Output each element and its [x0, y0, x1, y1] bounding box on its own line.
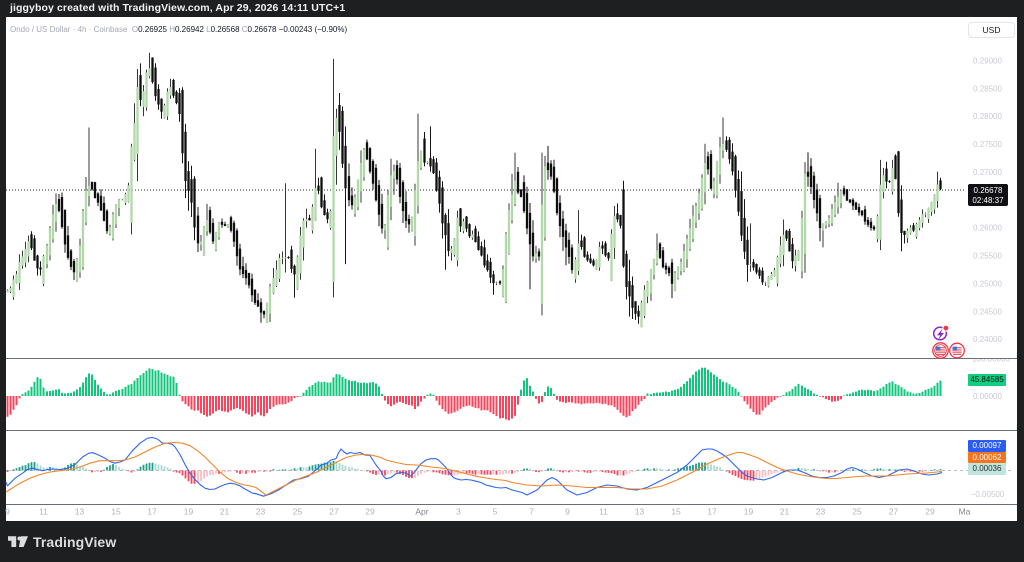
svg-text:15: 15 [671, 507, 681, 517]
svg-text:−0.00500: −0.00500 [971, 490, 1005, 499]
svg-text:27: 27 [889, 507, 899, 517]
svg-text:23: 23 [816, 507, 826, 517]
svg-text:0.27000: 0.27000 [973, 168, 1002, 177]
svg-text:0.24000: 0.24000 [973, 335, 1002, 344]
svg-text:3: 3 [456, 507, 461, 517]
svg-text:0.25500: 0.25500 [973, 252, 1002, 261]
svg-text:0.26000: 0.26000 [973, 224, 1002, 233]
svg-text:19: 19 [744, 507, 754, 517]
svg-text:29: 29 [365, 507, 375, 517]
svg-text:15: 15 [111, 507, 121, 517]
svg-text:25: 25 [852, 507, 862, 517]
svg-text:17: 17 [147, 507, 157, 517]
svg-text:21: 21 [780, 507, 790, 517]
svg-text:0.00000: 0.00000 [973, 392, 1002, 401]
svg-text:25: 25 [293, 507, 303, 517]
svg-text:0.28000: 0.28000 [973, 112, 1002, 121]
svg-text:7: 7 [529, 507, 534, 517]
svg-text:100.00000: 100.00000 [972, 355, 1010, 364]
svg-text:0.29000: 0.29000 [973, 56, 1002, 65]
svg-text:Apr: Apr [415, 507, 428, 517]
svg-text:21: 21 [220, 507, 230, 517]
svg-text:0.27500: 0.27500 [973, 140, 1002, 149]
svg-text:13: 13 [75, 507, 85, 517]
svg-text:27: 27 [329, 507, 339, 517]
svg-text:9: 9 [5, 507, 10, 517]
svg-text:5: 5 [493, 507, 498, 517]
svg-text:19: 19 [184, 507, 194, 517]
svg-text:13: 13 [635, 507, 645, 517]
svg-text:11: 11 [39, 507, 48, 517]
svg-text:0.28500: 0.28500 [973, 84, 1002, 93]
svg-text:Ma: Ma [959, 507, 971, 517]
svg-text:17: 17 [707, 507, 717, 517]
svg-text:0.24500: 0.24500 [973, 307, 1002, 316]
svg-text:29: 29 [925, 507, 935, 517]
svg-text:23: 23 [256, 507, 266, 517]
svg-text:0.25000: 0.25000 [973, 279, 1002, 288]
svg-text:11: 11 [599, 507, 608, 517]
svg-text:9: 9 [565, 507, 570, 517]
